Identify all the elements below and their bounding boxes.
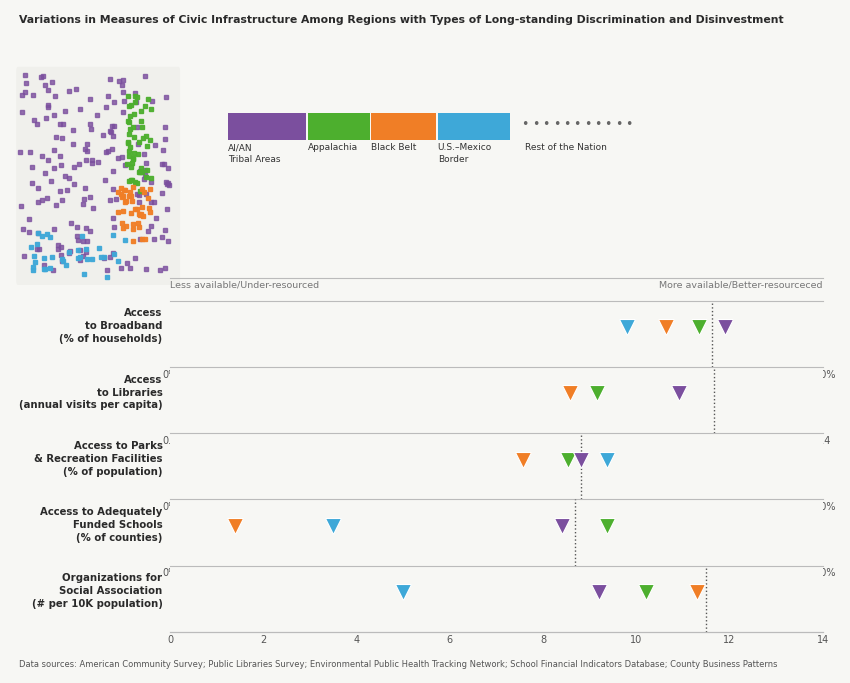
Text: •: • [563,117,570,131]
Text: •: • [594,117,602,131]
Text: •: • [626,117,632,131]
Text: Appalachia: Appalachia [308,143,358,152]
Text: Access to Adequately
Funded Schools
(% of counties): Access to Adequately Funded Schools (% o… [40,507,162,543]
Text: Variations in Measures of Civic Infrastructure Among Regions with Types of Long-: Variations in Measures of Civic Infrastr… [19,15,784,25]
Text: Access to Parks
& Recreation Facilities
(% of population): Access to Parks & Recreation Facilities … [34,441,162,477]
Text: •: • [604,117,612,131]
Text: Access
to Libraries
(annual visits per capita): Access to Libraries (annual visits per c… [19,375,162,410]
Text: Rest of the Nation: Rest of the Nation [525,143,607,152]
FancyBboxPatch shape [16,67,180,285]
Text: •: • [615,117,622,131]
Text: •: • [522,117,529,131]
Text: More available/Better-resourceced: More available/Better-resourceced [660,280,823,289]
Text: •: • [552,117,560,131]
Text: •: • [532,117,540,131]
Text: Access
to Broadband
(% of households): Access to Broadband (% of households) [60,309,162,344]
Text: AI/AN
Tribal Areas: AI/AN Tribal Areas [228,143,280,163]
Text: Organizations for
Social Association
(# per 10K population): Organizations for Social Association (# … [31,574,162,609]
Text: •: • [542,117,550,131]
Text: U.S.–Mexico
Border: U.S.–Mexico Border [438,143,492,163]
Text: Black Belt: Black Belt [371,143,416,152]
Text: •: • [584,117,592,131]
Text: Data sources: American Community Survey; Public Libraries Survey; Environmental : Data sources: American Community Survey;… [19,660,777,669]
Text: Less available/Under-resourced: Less available/Under-resourced [170,280,319,289]
Text: •: • [574,117,581,131]
